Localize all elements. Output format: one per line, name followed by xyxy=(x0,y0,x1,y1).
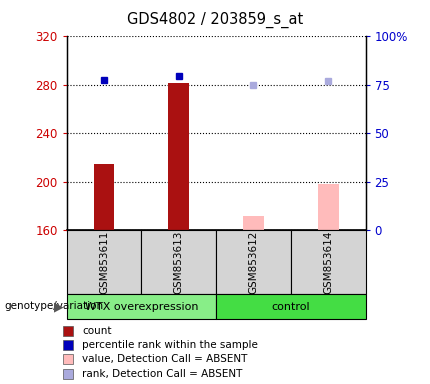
Text: GSM853613: GSM853613 xyxy=(174,230,184,294)
Text: GSM853614: GSM853614 xyxy=(323,230,333,294)
Bar xyxy=(291,230,366,294)
Bar xyxy=(94,164,114,230)
Bar xyxy=(63,354,73,364)
Text: percentile rank within the sample: percentile rank within the sample xyxy=(82,340,258,350)
Bar xyxy=(67,230,141,294)
Bar xyxy=(168,83,189,230)
Bar xyxy=(216,294,366,319)
Bar xyxy=(243,216,264,230)
Text: GSM853611: GSM853611 xyxy=(99,230,109,294)
Text: WTX overexpression: WTX overexpression xyxy=(85,301,198,312)
Text: genotype/variation: genotype/variation xyxy=(4,301,104,311)
Text: control: control xyxy=(271,301,310,312)
Text: value, Detection Call = ABSENT: value, Detection Call = ABSENT xyxy=(82,354,248,364)
Text: count: count xyxy=(82,326,112,336)
Bar xyxy=(63,369,73,379)
Text: GDS4802 / 203859_s_at: GDS4802 / 203859_s_at xyxy=(127,12,303,28)
Text: rank, Detection Call = ABSENT: rank, Detection Call = ABSENT xyxy=(82,369,243,379)
Text: ▶: ▶ xyxy=(54,300,64,313)
Bar xyxy=(63,340,73,350)
Bar xyxy=(141,230,216,294)
Bar xyxy=(67,294,216,319)
Bar xyxy=(216,230,291,294)
Text: GSM853612: GSM853612 xyxy=(249,230,258,294)
Bar xyxy=(318,184,338,230)
Bar xyxy=(63,326,73,336)
